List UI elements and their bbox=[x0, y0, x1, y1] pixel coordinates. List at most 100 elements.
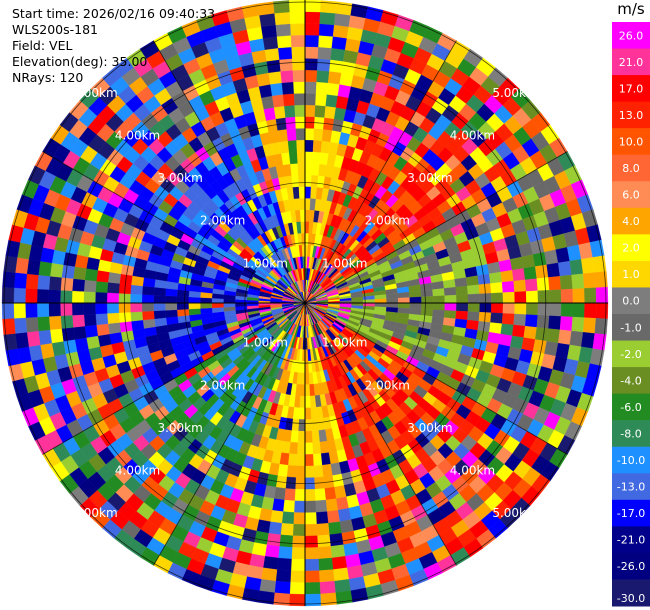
range-gate bbox=[272, 498, 285, 512]
range-gate bbox=[211, 297, 224, 304]
range-gate bbox=[327, 521, 342, 535]
range-gate bbox=[71, 302, 85, 316]
start-time-label: Start time: 2026/02/16 09:40:33 bbox=[12, 6, 216, 21]
range-gate bbox=[304, 547, 319, 560]
range-gate bbox=[262, 556, 279, 570]
range-gate bbox=[299, 209, 306, 222]
colorbar-band bbox=[612, 552, 650, 580]
range-gate bbox=[500, 323, 514, 336]
range-gate bbox=[318, 557, 334, 571]
range-gate bbox=[491, 302, 504, 314]
range-gate bbox=[304, 535, 318, 548]
range-label: 1.00km bbox=[322, 256, 367, 270]
range-gate bbox=[295, 128, 306, 141]
range-gate bbox=[502, 302, 515, 315]
range-gate bbox=[288, 441, 298, 455]
range-gate bbox=[96, 270, 110, 283]
range-gate bbox=[432, 288, 445, 297]
range-gate bbox=[560, 288, 574, 304]
azimuth-spokes bbox=[2, 0, 608, 606]
range-gate bbox=[294, 489, 306, 502]
range-gate bbox=[73, 266, 87, 281]
range-gate bbox=[443, 286, 457, 296]
range-gate bbox=[409, 296, 422, 304]
range-gate bbox=[490, 282, 504, 294]
range-gate bbox=[313, 465, 324, 478]
range-gate bbox=[467, 284, 480, 295]
range-label: 2.00km bbox=[200, 214, 245, 228]
range-gate bbox=[153, 302, 166, 312]
range-gate bbox=[280, 70, 294, 83]
range-gate bbox=[537, 290, 550, 304]
range-gate bbox=[130, 284, 143, 295]
colorbar-band bbox=[612, 101, 650, 129]
range-gate bbox=[304, 93, 317, 106]
range-gate bbox=[286, 128, 297, 141]
range-gate bbox=[299, 197, 306, 211]
range-gate bbox=[188, 302, 201, 310]
metadata-panel: Start time: 2026/02/16 09:40:33 WLS200s-… bbox=[12, 6, 215, 86]
range-label: 4.00km bbox=[450, 463, 495, 477]
colorbar-tick-label: -1.0 bbox=[620, 321, 641, 334]
colorbar-band bbox=[612, 367, 650, 395]
colorbar-band bbox=[612, 48, 650, 76]
range-gate bbox=[549, 302, 562, 317]
range-gate bbox=[298, 419, 306, 432]
range-gate bbox=[292, 186, 300, 199]
range-gate bbox=[569, 259, 584, 276]
range-gate bbox=[95, 302, 108, 315]
range-gate bbox=[432, 302, 446, 311]
colorbar-band bbox=[612, 260, 650, 288]
range-gate bbox=[536, 315, 550, 329]
range-gate bbox=[164, 295, 178, 304]
range-gate bbox=[569, 330, 584, 347]
range-gate bbox=[326, 510, 340, 524]
range-gate bbox=[443, 310, 457, 320]
colorbar-tick-label: 4.0 bbox=[622, 215, 640, 228]
range-label: 2.00km bbox=[365, 378, 410, 392]
range-gate bbox=[289, 11, 306, 24]
range-gate bbox=[324, 487, 337, 501]
colorbar-tick-label: -13.0 bbox=[617, 481, 645, 494]
range-gate bbox=[420, 289, 434, 298]
range-gate bbox=[316, 70, 330, 83]
range-gate bbox=[60, 315, 74, 329]
colorbar-tick-label: 17.0 bbox=[619, 82, 644, 95]
range-gate bbox=[296, 442, 306, 455]
range-gate bbox=[264, 47, 280, 62]
range-gate bbox=[397, 297, 411, 304]
range-gate bbox=[211, 302, 224, 309]
azimuth-spoke bbox=[304, 302, 457, 566]
range-gate bbox=[489, 322, 503, 335]
colorbar-tick-label: -2.0 bbox=[620, 348, 641, 361]
range-gate bbox=[525, 290, 539, 304]
range-gate bbox=[95, 280, 109, 293]
range-gate bbox=[397, 291, 410, 299]
range-gate bbox=[535, 327, 549, 342]
colorbar: 26.0 21.0 17.0 13.0 10.0 8.0 6.0 4.0 2.0 1.0 0.0 -1… bbox=[612, 22, 650, 607]
range-gate bbox=[304, 454, 314, 467]
range-gate bbox=[188, 296, 201, 304]
range-gate bbox=[304, 512, 317, 525]
elevation-label: Elevation(deg): 35.00 bbox=[12, 54, 148, 69]
range-gate bbox=[13, 317, 28, 334]
range-gate bbox=[13, 287, 26, 304]
range-gate bbox=[282, 93, 295, 107]
range-gate bbox=[309, 395, 317, 408]
range-gate bbox=[444, 294, 457, 304]
range-gate bbox=[36, 288, 50, 304]
range-gate bbox=[304, 104, 316, 117]
range-gate bbox=[456, 302, 469, 312]
range-gate bbox=[421, 296, 434, 304]
range-gate bbox=[304, 558, 320, 572]
range-gate bbox=[294, 104, 306, 117]
range-label: 2.00km bbox=[365, 214, 410, 228]
range-gate bbox=[276, 557, 292, 571]
range-gate bbox=[37, 316, 51, 332]
colorbar-unit-label: m/s bbox=[617, 0, 645, 18]
range-gate bbox=[304, 151, 314, 164]
range-gate bbox=[582, 317, 597, 334]
range-gate bbox=[304, 162, 313, 176]
colorbar-tick-label: -30.0 bbox=[617, 592, 645, 605]
